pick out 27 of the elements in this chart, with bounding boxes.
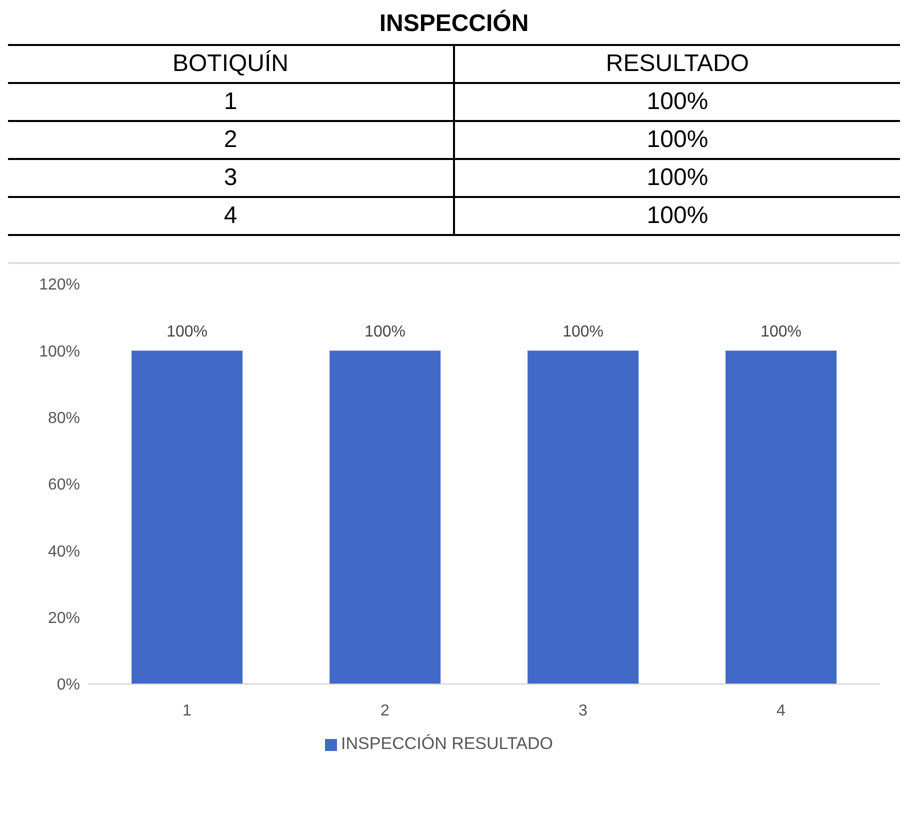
text: BOTIQUÍN <box>8 45 454 83</box>
text: 100% <box>646 126 708 153</box>
x-tick-label: 1 <box>182 702 192 720</box>
y-tick-label: 0% <box>56 676 80 694</box>
y-tick-label: 80% <box>48 410 80 428</box>
category-label: 2 <box>224 126 238 153</box>
category-label: 1 <box>224 88 238 115</box>
data-label: 100% <box>166 324 208 341</box>
y-tick-label: 100% <box>39 343 80 360</box>
text: RESULTADO <box>454 45 900 83</box>
legend-label: INSPECCIÓN RESULTADO <box>341 734 553 753</box>
y-tick-label: 20% <box>48 610 80 628</box>
x-tick-label: 3 <box>578 702 588 720</box>
data-label: 100% <box>562 324 604 341</box>
data-label: 100% <box>364 324 406 341</box>
category-label: 3 <box>224 164 238 191</box>
category-label: 4 <box>224 202 238 229</box>
y-tick-label: 120% <box>39 276 80 294</box>
x-tick-label: 4 <box>776 702 786 720</box>
text: 100% <box>646 202 708 229</box>
x-tick-label: 2 <box>380 702 390 720</box>
chart-title: INSPECCIÓN <box>378 10 530 38</box>
y-tick-label: 40% <box>48 543 80 560</box>
y-tick-label: 60% <box>48 476 80 494</box>
text: 100% <box>646 164 708 191</box>
data-label: 100% <box>760 324 802 341</box>
text: 100% <box>646 88 708 115</box>
